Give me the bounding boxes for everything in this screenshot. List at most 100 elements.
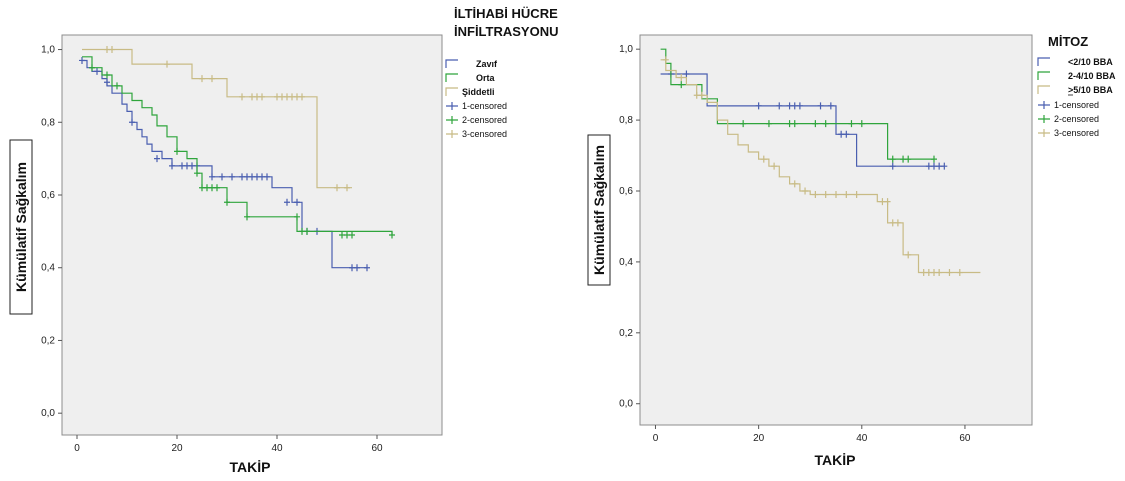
censor-mark-3: [925, 269, 932, 277]
series-line-1: [82, 59, 367, 269]
y-tick-label: 0,8: [41, 117, 55, 128]
legend-label: 1-censored: [462, 101, 507, 111]
censor-mark-2: [244, 213, 250, 221]
censor-mark-2: [812, 120, 819, 128]
x-tick-label: 60: [371, 443, 383, 454]
censor-mark-3: [678, 74, 685, 82]
legend-title: İLTİHABİ HÜCRE: [454, 6, 558, 21]
censor-mark-1: [936, 162, 943, 170]
censor-mark-1: [154, 155, 160, 163]
y-tick-label: 0,4: [619, 257, 633, 268]
censor-mark-3: [884, 198, 891, 206]
censor-mark-1: [791, 102, 798, 110]
y-tick-label: 0,8: [619, 115, 633, 126]
censor-mark-3: [344, 184, 350, 192]
censor-mark-3: [931, 269, 937, 277]
censor-mark-2: [304, 227, 310, 235]
censor-mark-3: [760, 155, 767, 163]
censor-mark-3: [662, 56, 669, 64]
censor-mark-1: [776, 102, 783, 110]
censor-mark-2: [858, 120, 865, 128]
x-tick-label: 40: [271, 443, 283, 454]
censor-mark-2: [786, 120, 793, 128]
censor-mark-2: [194, 169, 200, 177]
legend-label: Zavıf: [476, 59, 498, 69]
censor-mark-3: [791, 180, 798, 188]
y-tick-label: 0,2: [619, 328, 633, 339]
x-tick-label: 20: [753, 433, 765, 444]
censor-mark-3: [879, 198, 886, 206]
censor-mark-2: [349, 231, 355, 239]
censor-mark-2: [740, 120, 747, 128]
censor-mark-1: [817, 102, 824, 110]
x-tick-label: 0: [653, 433, 659, 444]
legend-label: 1-censored: [1054, 100, 1099, 110]
censor-mark-3: [802, 187, 809, 195]
censor-mark-1: [169, 162, 175, 170]
censor-mark-2: [765, 120, 772, 128]
censor-mark-2: [822, 120, 829, 128]
legend-swatch: [1037, 57, 1050, 66]
series-line-2: [82, 56, 393, 235]
censor-mark-2: [848, 120, 855, 128]
plot-area: [639, 34, 1033, 426]
censor-mark-1: [219, 173, 225, 181]
y-tick-label: 1,0: [41, 45, 55, 56]
y-axis-title-box: [9, 139, 33, 315]
censor-mark-1: [264, 173, 270, 181]
censor-mark-2: [678, 81, 685, 89]
censor-mark-2: [114, 82, 120, 90]
censor-mark-3: [209, 75, 215, 83]
censor-mark-2: [294, 213, 300, 221]
censor-mark-1: [229, 173, 235, 181]
censor-mark-3: [853, 191, 860, 199]
censor-mark-1: [129, 118, 135, 126]
censor-mark-3: [956, 269, 963, 277]
chart-inflammation: 0,0 0,2 0,4 0,6 0,8 1,0 0 20 40 60 TAKİP Kümülatif …: [9, 6, 558, 475]
x-tick-label: 20: [171, 443, 183, 454]
legend-label: >5/10 BBA: [1068, 85, 1113, 95]
censor-mark-1: [209, 173, 215, 181]
censor-mark-3: [889, 219, 896, 227]
y-tick-label: 0,0: [41, 408, 55, 419]
chart-mitosis: 0,0 0,2 0,4 0,6 0,8 1,0 0 20 40 60 TAKİP Kümülatif …: [587, 34, 1116, 468]
censor-mark-3: [812, 191, 819, 199]
censor-mark-3: [894, 219, 901, 227]
censor-mark-2: [104, 71, 110, 79]
censor-mark-1: [941, 162, 948, 170]
x-axis-title: TAKİP: [230, 459, 271, 475]
y-axis-title-box: [587, 134, 611, 286]
censor-mark-1: [364, 264, 370, 272]
x-tick-label: 40: [856, 433, 868, 444]
censor-mark-3: [822, 191, 829, 199]
censor-mark-1: [79, 56, 85, 64]
censor-mark-3: [239, 93, 245, 101]
censor-mark-2: [900, 155, 907, 163]
y-tick-label: 1,0: [619, 44, 633, 55]
x-tick-label: 60: [959, 433, 971, 444]
censor-mark-1: [889, 162, 896, 170]
series-line-1: [660, 73, 945, 167]
censor-mark-1: [931, 162, 937, 170]
legend-swatch: [1038, 115, 1050, 123]
legend-swatch: [445, 73, 458, 82]
censor-mark-2: [214, 184, 220, 192]
censor-mark-1: [786, 102, 793, 110]
legend-title: MİTOZ: [1048, 34, 1088, 49]
censor-mark-1: [796, 102, 803, 110]
legend-label: <2/10 BBA: [1068, 57, 1113, 67]
censor-mark-1: [294, 198, 300, 206]
censor-mark-1: [354, 264, 360, 272]
censor-mark-3: [833, 191, 839, 199]
y-axis-title: Kümülatif Sağkalım: [13, 162, 29, 292]
legend-label: 2-4/10 BBA: [1068, 71, 1116, 81]
censor-mark-3: [843, 191, 850, 199]
censor-mark-1: [104, 78, 110, 86]
plot-area: [61, 34, 443, 436]
legend-swatch: [445, 87, 458, 96]
censor-mark-2: [791, 120, 798, 128]
censor-mark-3: [936, 269, 943, 277]
legend-label: Şiddetli: [462, 87, 495, 97]
censor-mark-1: [925, 162, 932, 170]
